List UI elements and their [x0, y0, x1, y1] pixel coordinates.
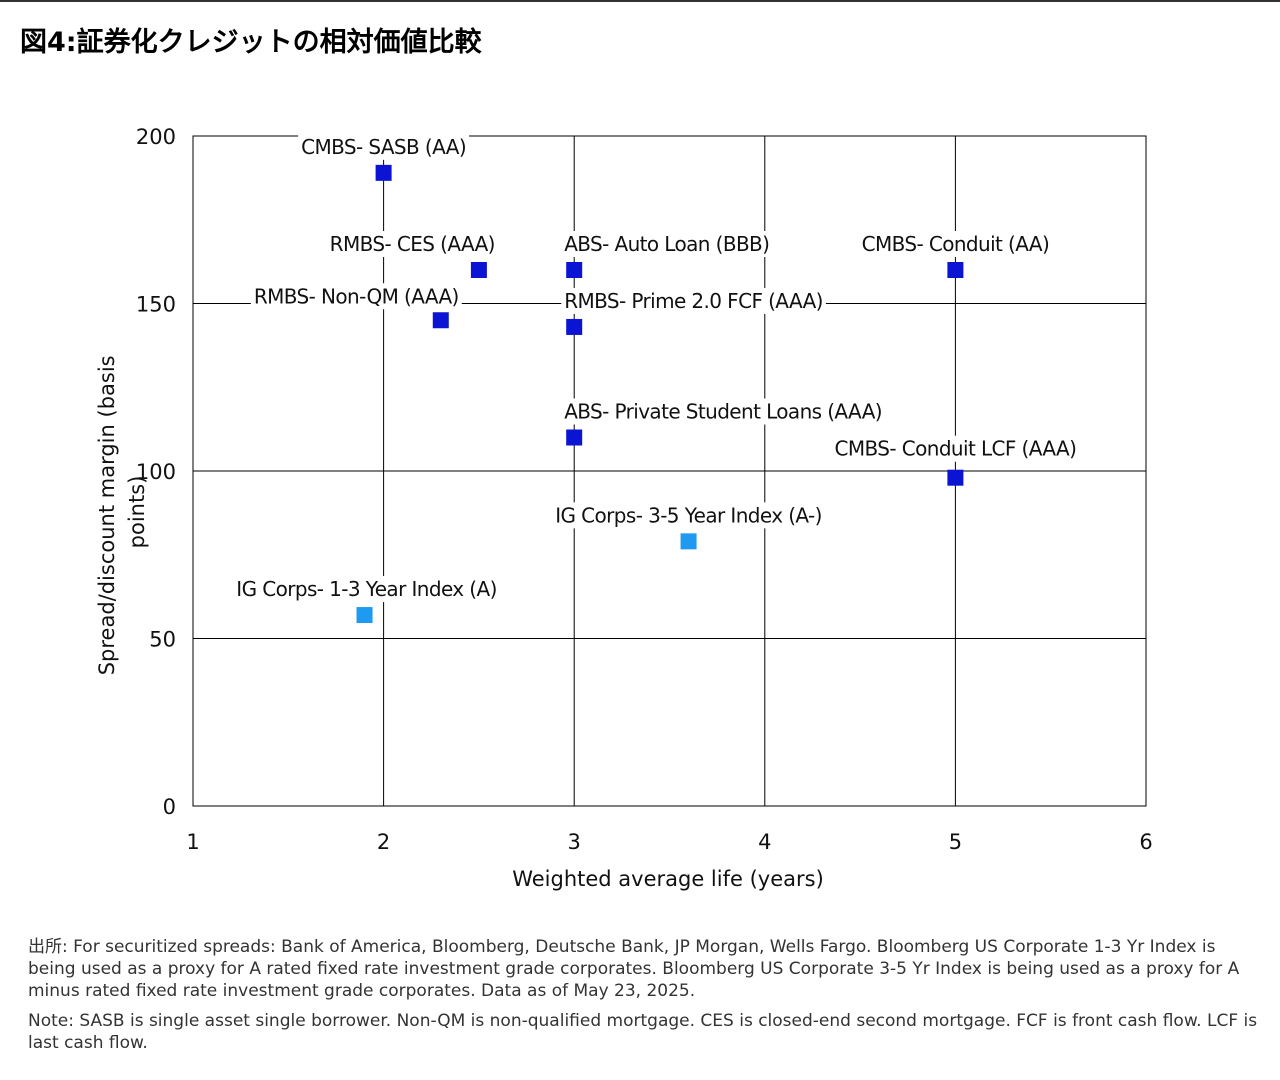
y-axis-title: Spread/discount margin (basis points)	[95, 349, 149, 676]
scatter-chart: CMBS- SASB (AA) RMBS- CES (AAA) ABS- Auto …	[95, 125, 1153, 891]
tick-layer: 1 2 3 4 5 6 0 50 100 150 200	[136, 125, 1153, 854]
data-point	[947, 469, 964, 486]
point-label: IG Corps- 1-3 Year Index (A)	[236, 577, 497, 601]
y-axis-title-line-2: points)	[125, 476, 149, 549]
abbreviation-note: Note: SASB is single asset single borrow…	[28, 1011, 1258, 1053]
point-label: RMBS- CES (AAA)	[330, 232, 495, 256]
x-tick-label: 1	[186, 830, 199, 854]
data-point	[680, 533, 697, 550]
y-tick-label: 200	[136, 125, 176, 149]
point-label-backing	[561, 398, 885, 425]
x-tick-label: 4	[758, 830, 771, 854]
plot-frame	[192, 135, 1147, 807]
point-label: ABS- Private Student Loans (AAA)	[564, 400, 882, 424]
data-point	[566, 429, 583, 446]
point-label-backing	[552, 502, 825, 529]
point-label-backing	[561, 287, 826, 314]
top-rule	[0, 0, 1280, 2]
x-tick-label: 2	[377, 830, 390, 854]
point-label: RMBS- Non-QM (AAA)	[254, 284, 459, 308]
point-label: RMBS- Prime 2.0 FCF (AAA)	[564, 289, 823, 313]
point-label: CMBS- SASB (AA)	[301, 135, 466, 159]
data-point	[356, 607, 373, 624]
x-tick-label: 5	[949, 830, 962, 854]
point-label-backing	[326, 231, 498, 257]
data-point	[375, 164, 392, 181]
point-label: ABS- Auto Loan (BBB)	[564, 232, 769, 256]
x-tick-label: 6	[1139, 830, 1152, 854]
y-axis-title-line-1: Spread/discount margin (basis	[95, 355, 119, 675]
point-label-backing	[250, 283, 462, 310]
notes: 出所: For securitized spreads: Bank of Ame…	[28, 936, 1260, 1062]
point-label: IG Corps- 3-5 Year Index (A-)	[555, 503, 822, 527]
point-label-backing	[233, 576, 500, 603]
data-point	[566, 262, 583, 278]
label-layer: CMBS- SASB (AA) RMBS- CES (AAA) ABS- Auto …	[233, 133, 1080, 603]
point-label-backing	[298, 133, 470, 160]
point-label-backing	[858, 231, 1053, 257]
y-tick-label: 50	[149, 628, 176, 652]
x-tick-label: 3	[568, 830, 581, 854]
y-tick-label: 0	[163, 795, 176, 819]
data-point	[566, 318, 583, 335]
data-point	[432, 312, 449, 329]
data-point	[947, 262, 964, 278]
data-point	[470, 262, 487, 278]
y-tick-label: 100	[136, 460, 176, 484]
source-note: 出所: For securitized spreads: Bank of Ame…	[28, 937, 1240, 1001]
y-tick-label: 150	[136, 293, 176, 317]
point-label: CMBS- Conduit LCF (AAA)	[835, 437, 1077, 461]
point-label: CMBS- Conduit (AA)	[862, 232, 1050, 256]
point-label-backing	[831, 435, 1080, 462]
page-title: 図4:証券化クレジットの相対価値比較	[20, 27, 482, 58]
marker-layer	[356, 164, 964, 624]
x-axis-title: Weighted average life (years)	[512, 867, 824, 891]
point-label-backing	[561, 231, 773, 257]
